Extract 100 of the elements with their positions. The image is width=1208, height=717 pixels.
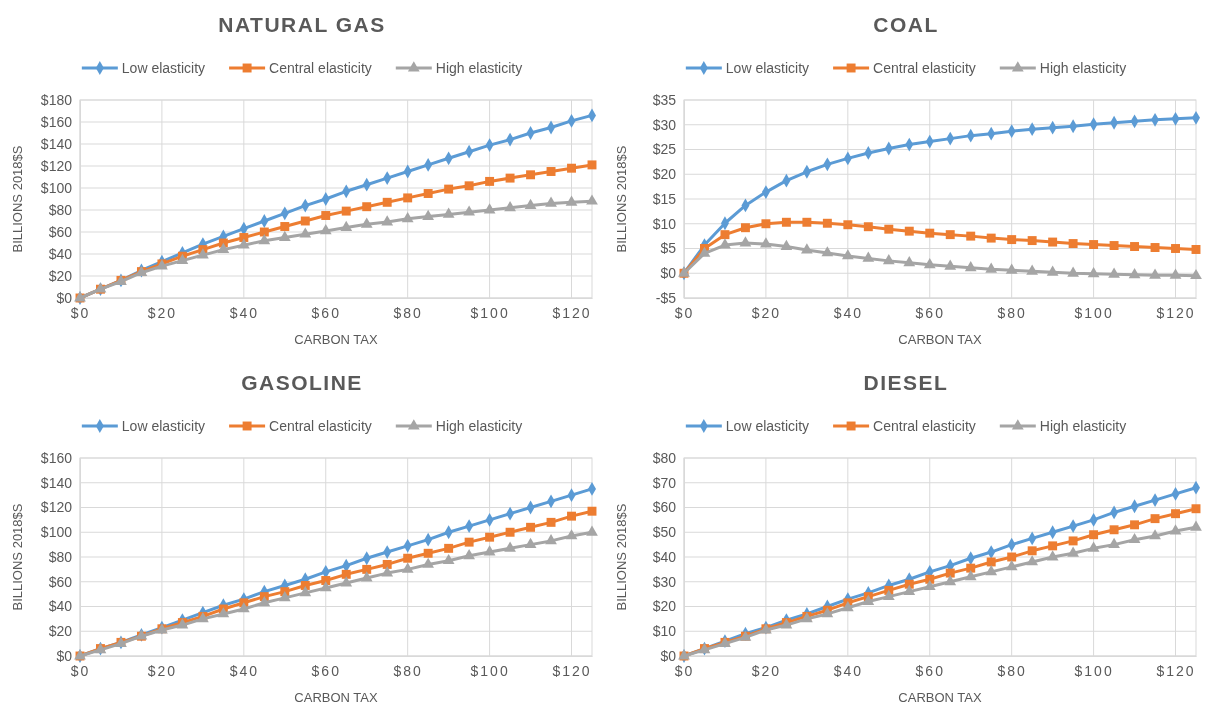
y-tick-label: $140 (40, 135, 73, 152)
point (567, 163, 576, 173)
y-tick-label: $10 (652, 215, 677, 232)
legend-label: High elasticity (435, 418, 523, 434)
x-tick-label: $60 (915, 662, 945, 679)
x-tick-label: $0 (674, 304, 695, 321)
y-axis-title: BILLIONS 2018$S (614, 145, 629, 253)
point (1026, 264, 1039, 275)
point (1089, 530, 1099, 540)
point (1068, 239, 1078, 249)
point (903, 256, 916, 267)
y-tick-label: $20 (652, 598, 677, 615)
point (526, 170, 536, 180)
point (565, 529, 578, 540)
chart-title: NATURAL GAS (218, 13, 386, 36)
y-tick-label: $30 (652, 573, 677, 590)
x-tick-label: $100 (470, 662, 510, 679)
y-tick-label: $40 (48, 245, 73, 262)
point (340, 220, 353, 231)
y-tick-label: $60 (652, 499, 677, 516)
point (217, 242, 230, 253)
legend-label: Central elasticity (269, 418, 372, 434)
y-tick-label: $70 (652, 474, 677, 491)
point (567, 511, 576, 521)
point (1048, 237, 1058, 247)
legend-label: High elasticity (1039, 60, 1127, 76)
point (545, 196, 557, 207)
point (964, 570, 977, 581)
y-axis-title: BILLIONS 2018$S (10, 145, 25, 253)
point (720, 230, 730, 240)
point (565, 195, 578, 206)
point (340, 576, 353, 587)
point (841, 249, 854, 260)
x-tick-label: $40 (833, 304, 864, 321)
point (698, 246, 711, 257)
point (781, 217, 791, 227)
point (923, 579, 936, 591)
point (1128, 267, 1141, 279)
x-tick-label: $100 (470, 304, 510, 321)
point (761, 219, 771, 229)
point (986, 557, 996, 567)
point (505, 173, 515, 183)
point (586, 525, 598, 536)
y-tick-label: $80 (48, 201, 73, 218)
point (1108, 267, 1120, 278)
x-tick-label: $40 (833, 662, 864, 679)
point (463, 548, 476, 560)
point (546, 167, 556, 176)
point (1109, 525, 1119, 535)
y-tick-label: $0 (56, 647, 73, 664)
point (504, 201, 516, 212)
point (319, 581, 332, 592)
y-tick-label: $120 (40, 499, 73, 516)
point (360, 217, 373, 228)
point (1087, 266, 1100, 278)
point (485, 176, 495, 186)
x-tick-label: $0 (674, 662, 695, 679)
point (444, 184, 454, 194)
point (422, 557, 435, 568)
y-tick-label: $120 (40, 157, 73, 174)
y-tick-label: $160 (40, 113, 73, 130)
point (884, 224, 894, 234)
point (1171, 509, 1180, 519)
y-tick-label: $80 (48, 548, 73, 565)
point (1169, 268, 1182, 279)
x-axis-title: CARBON TAX (294, 690, 378, 705)
point (719, 238, 731, 249)
point (401, 212, 414, 223)
point (904, 226, 914, 236)
point (800, 243, 813, 254)
chart-title: COAL (873, 13, 939, 36)
point (299, 227, 312, 238)
point (1068, 536, 1078, 546)
point (545, 534, 557, 545)
point (1130, 520, 1140, 530)
point (319, 224, 332, 235)
y-tick-label: $10 (652, 623, 677, 640)
y-tick-label: $5 (660, 240, 677, 257)
point (1190, 520, 1202, 531)
point (423, 548, 433, 558)
y-tick-label: $40 (652, 548, 677, 565)
point (986, 233, 996, 243)
point (1149, 268, 1161, 279)
x-tick-label: $80 (997, 662, 1027, 679)
point (278, 230, 291, 241)
point (862, 251, 875, 262)
point (1190, 268, 1202, 280)
point (483, 545, 496, 556)
point (822, 218, 832, 228)
legend-label: Low elasticity (725, 60, 810, 76)
point (524, 198, 537, 209)
x-tick-label: $80 (393, 662, 423, 679)
y-tick-label: $20 (48, 623, 73, 640)
x-tick-label: $20 (751, 662, 782, 679)
point (821, 246, 834, 257)
x-axis-title: CARBON TAX (294, 332, 378, 347)
x-tick-label: $80 (997, 304, 1027, 321)
point (341, 206, 351, 216)
point (1150, 243, 1160, 252)
point (382, 197, 392, 207)
